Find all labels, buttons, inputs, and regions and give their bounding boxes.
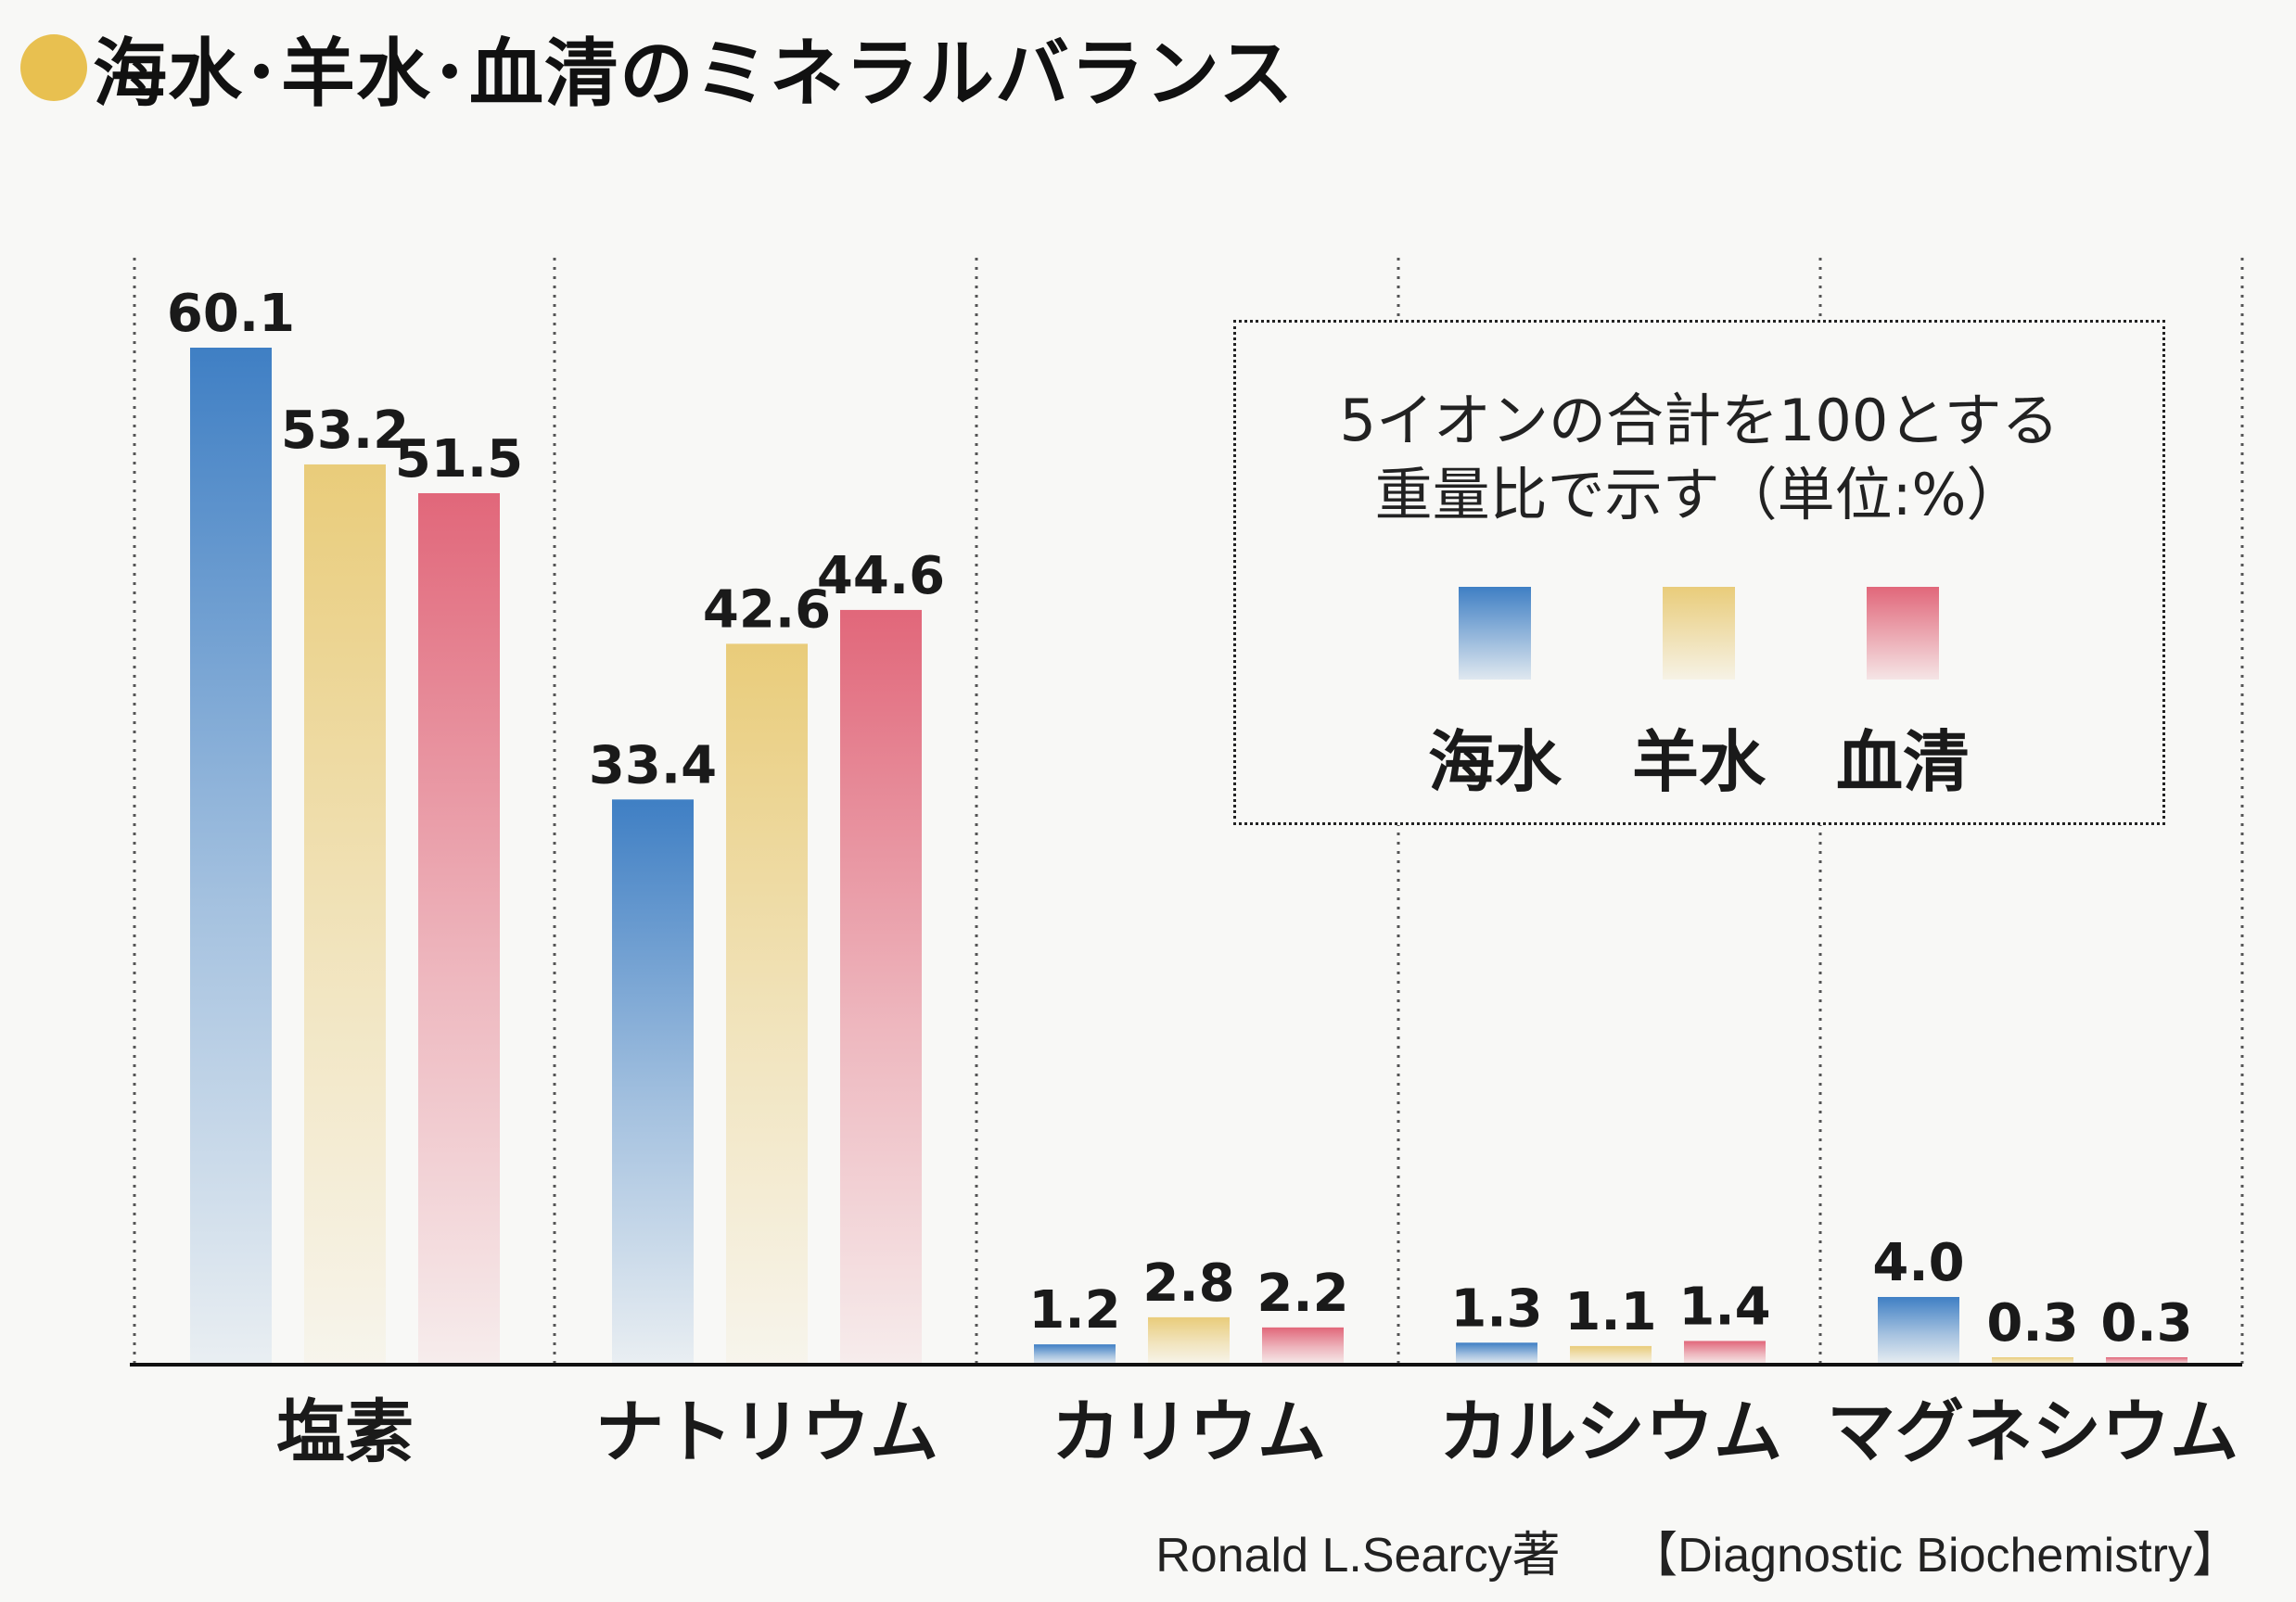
bar [2106,1357,2188,1365]
data-label: 2.2 [1256,1264,1348,1324]
data-label: 42.6 [703,579,831,640]
legend-label-seawater: 海水 [1427,723,1562,801]
category-label: 塩素 [276,1392,414,1472]
data-label: 1.4 [1678,1277,1770,1337]
legend-swatch-seawater [1459,587,1531,680]
bar [1148,1316,1230,1365]
title-row: 海水･羊水･血清のミネラルバランス [20,17,1294,119]
data-label: 4.0 [1872,1233,1964,1293]
data-label: 0.3 [2100,1293,2192,1354]
category-label: マグネシウム [1827,1392,2239,1472]
legend-label-amniotic: 羊水 [1631,723,1766,801]
bar [1878,1296,1959,1365]
source-citation: Ronald L.Searcy著 【Diagnostic Biochemistr… [1155,1516,2240,1585]
data-label: 1.3 [1450,1278,1542,1339]
bar [1262,1327,1344,1365]
category-label: カルシウム [1439,1392,1782,1472]
legend-label-serum: 血清 [1835,723,1970,801]
category-labels: 塩素 ナトリウム カリウム カルシウム マグネシウム [276,1392,2239,1472]
source-book: 【Diagnostic Biochemistry】 [1629,1529,2240,1583]
category-label: ナトリウム [595,1392,938,1472]
bar [304,464,386,1366]
data-label: 60.1 [167,284,295,344]
bar [1034,1344,1116,1365]
legend-swatch-amniotic [1663,587,1735,680]
data-label: 1.1 [1564,1282,1656,1342]
bar [612,799,694,1365]
legend-note-line2: 重量比で示す（単位:%） [1374,461,2024,528]
data-label: 44.6 [817,546,945,606]
data-label: 53.2 [281,400,409,461]
data-label: 1.2 [1028,1280,1120,1341]
bar [1570,1345,1652,1365]
page-title: 海水･羊水･血清のミネラルバランス [93,31,1295,117]
value-labels: 60.1 53.251.5 33.4 42.644.6 1.2 2.8 2.2 1.3 1.1 1… [167,284,2193,1354]
bar [418,492,500,1365]
legend-note-line1: 5イオンの合計を100とする [1339,387,2060,454]
bar [1684,1341,1766,1365]
category-label: カリウム [1052,1392,1326,1472]
legend-swatch-serum [1867,587,1939,680]
data-label: 33.4 [589,735,717,795]
title-bullet-icon [20,34,87,101]
data-label: 0.3 [1986,1293,2078,1354]
legend: 5イオンの合計を100とする 重量比で示す（単位:%） 海水 羊水 血清 [1233,320,2165,825]
bar [840,609,922,1365]
bar [1456,1342,1537,1365]
bar [1992,1357,2073,1365]
source-author: Ronald L.Searcy著 [1155,1529,1561,1583]
data-label: 2.8 [1142,1253,1234,1314]
bar [190,348,272,1365]
bar [726,643,808,1365]
data-label: 51.5 [395,429,523,490]
bar-group [190,348,2188,1366]
